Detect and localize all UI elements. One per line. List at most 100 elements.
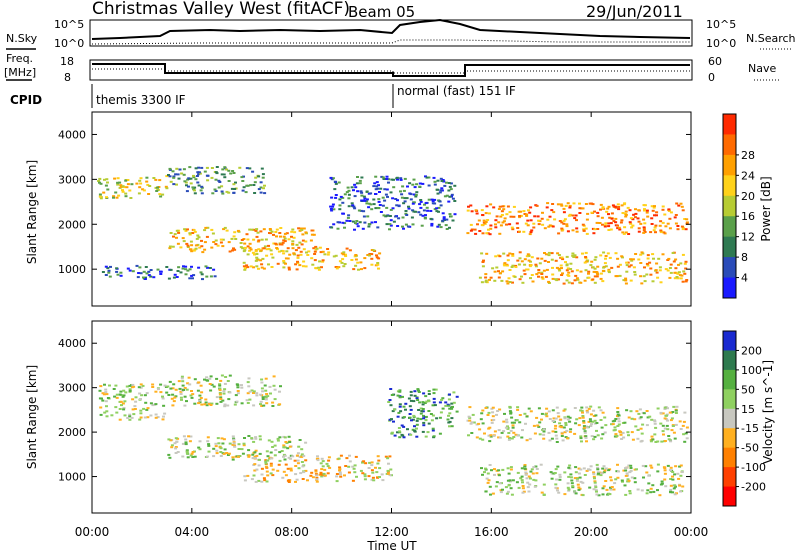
- velocity-echo-cell: [545, 407, 549, 410]
- power-echo-cell: [298, 264, 302, 267]
- velocity-echo-cell: [381, 479, 385, 482]
- power-echo-cell: [138, 179, 142, 182]
- power-echo-cell: [175, 229, 179, 232]
- power-echo-cell: [508, 269, 512, 271]
- power-echo-cell: [502, 208, 506, 211]
- power-echo-cell: [645, 209, 649, 212]
- power-echo-cell: [493, 279, 497, 282]
- power-echo-cell: [192, 249, 196, 252]
- velocity-echo-cell: [511, 426, 515, 429]
- power-echo-cell: [630, 226, 634, 229]
- power-echo-cell: [338, 198, 342, 201]
- power-echo-cell: [394, 215, 398, 218]
- power-echo-cell: [320, 266, 323, 269]
- velocity-echo-cell: [470, 421, 474, 424]
- velocity-echo-cell: [216, 437, 220, 440]
- velocity-echo-cell: [487, 411, 491, 414]
- velocity-echo-cell: [563, 417, 567, 420]
- power-echo-cell: [522, 230, 526, 233]
- velocity-echo-cell: [448, 420, 452, 423]
- nave-label: Nave: [748, 62, 776, 75]
- velocity-echo-cell: [424, 395, 428, 398]
- power-echo-cell: [484, 276, 488, 279]
- power-echo-cell: [389, 191, 393, 194]
- velocity-echo-cell: [624, 474, 628, 477]
- velocity-echo-cell: [498, 482, 502, 485]
- velocity-echo-cell: [166, 385, 170, 388]
- power-echo-cell: [105, 196, 108, 199]
- power-echo-cell: [296, 262, 300, 264]
- power-echo-cell: [437, 223, 441, 226]
- power-echo-cell: [572, 202, 576, 205]
- power-echo-cell: [387, 178, 391, 181]
- power-echo-cell: [668, 276, 672, 279]
- velocity-echo-cell: [507, 472, 511, 475]
- power-echo-cell: [388, 223, 392, 226]
- power-echo-cell: [481, 214, 485, 216]
- velocity-echo-cell: [427, 422, 431, 425]
- power-echo-cell: [282, 239, 286, 242]
- velocity-echo-cell: [471, 413, 475, 416]
- velocity-echo-cell: [631, 438, 635, 441]
- power-echo-cell: [384, 215, 388, 218]
- power-echo-cell: [261, 173, 265, 176]
- velocity-echo-cell: [398, 430, 401, 433]
- power-echo-cell: [193, 189, 196, 192]
- power-echo-cell: [632, 213, 636, 216]
- power-echo-cell: [447, 189, 451, 192]
- power-echo-cell: [384, 193, 388, 196]
- power-echo-cell: [639, 275, 643, 278]
- power-echo-cell: [602, 266, 606, 269]
- power-echo-cell: [172, 176, 176, 179]
- power-echo-cell: [304, 231, 308, 234]
- power-echo-cell: [676, 228, 680, 231]
- power-echo-cell: [352, 205, 356, 208]
- velocity-echo-cell: [502, 420, 506, 423]
- velocity-echo-cell: [512, 436, 516, 438]
- velocity-echo-cell: [504, 426, 508, 429]
- velocity-echo-cell: [287, 481, 291, 483]
- velocity-echo-cell: [625, 409, 629, 412]
- velocity-echo-cell: [683, 440, 687, 443]
- power-echo-cell: [620, 204, 624, 207]
- power-echo-cell: [401, 225, 404, 228]
- power-echo-cell: [412, 178, 416, 181]
- power-echo-cell: [145, 180, 149, 183]
- power-echo-cell: [248, 228, 252, 231]
- power-echo-cell: [467, 205, 470, 208]
- power-echo-cell: [450, 193, 454, 196]
- power-echo-cell: [525, 255, 529, 258]
- power-echo-cell: [282, 252, 286, 255]
- power-echo-cell: [448, 195, 452, 198]
- velocity-echo-cell: [649, 464, 653, 467]
- velocity-echo-cell: [516, 408, 520, 411]
- power-echo-cell: [386, 195, 389, 198]
- velocity-echo-cell: [237, 448, 241, 450]
- power-echo-cell: [284, 262, 287, 265]
- power-echo-cell: [376, 187, 380, 190]
- power-echo-cell: [590, 211, 594, 214]
- velocity-colorbar-tick-label: -100: [741, 461, 766, 474]
- power-echo-cell: [286, 247, 290, 250]
- power-echo-cell: [375, 254, 378, 257]
- velocity-echo-cell: [431, 427, 435, 430]
- velocity-echo-cell: [271, 401, 275, 404]
- power-echo-cell: [616, 227, 620, 230]
- power-echo-cell: [436, 225, 440, 228]
- power-echo-cell: [209, 275, 213, 278]
- power-echo-cell: [583, 261, 587, 264]
- velocity-echo-cell: [139, 386, 143, 389]
- velocity-echo-cell: [241, 452, 245, 455]
- velocity-echo-cell: [228, 391, 232, 394]
- power-echo-cell: [313, 250, 317, 253]
- velocity-echo-cell: [297, 467, 301, 470]
- power-echo-cell: [478, 230, 482, 232]
- velocity-echo-cell: [284, 463, 288, 466]
- power-echo-cell: [612, 220, 616, 222]
- power-echo-cell: [554, 259, 558, 262]
- velocity-echo-cell: [498, 436, 502, 439]
- power-echo-cell: [291, 242, 295, 245]
- power-echo-cell: [640, 282, 644, 285]
- velocity-echo-cell: [281, 476, 285, 479]
- velocity-echo-cell: [593, 422, 597, 425]
